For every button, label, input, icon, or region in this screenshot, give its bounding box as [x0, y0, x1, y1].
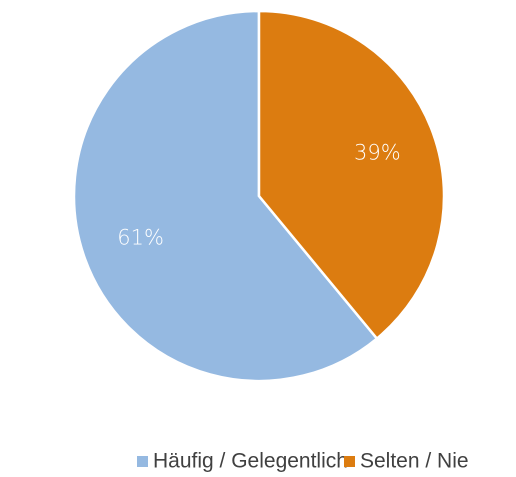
pie-slice: [72, 9, 379, 383]
legend-swatch: [344, 456, 355, 467]
value-label: 61%: [117, 226, 164, 250]
legend-swatch: [137, 456, 148, 467]
legend-label: Selten / Nie: [360, 450, 469, 473]
pie-slice: [257, 9, 446, 341]
legend-label: Häufig / Gelegentlich: [153, 450, 348, 473]
value-label: 39%: [354, 140, 401, 164]
